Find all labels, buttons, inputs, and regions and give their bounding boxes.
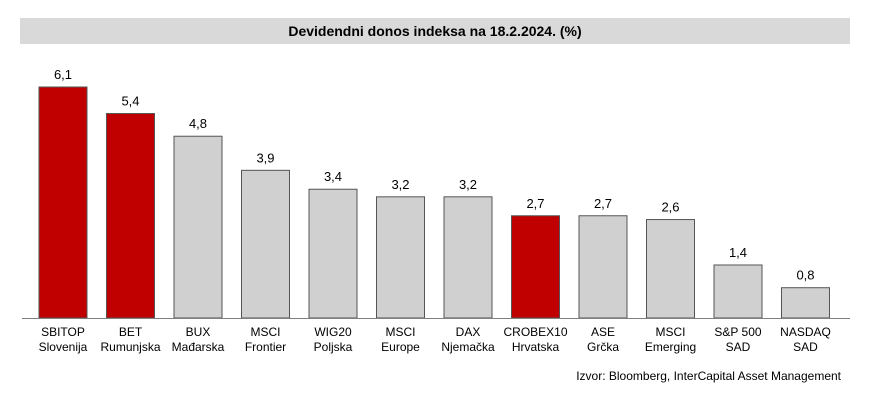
x-tick-label: Europe: [381, 340, 420, 354]
x-tick-label: Hrvatska: [512, 340, 560, 354]
x-tick-label: Mađarska: [172, 340, 225, 354]
chart-title-text: Devidendni donos indeksa na 18.2.2024. (…: [288, 23, 582, 39]
data-label: 2,7: [526, 196, 544, 211]
x-tick-label: BUX: [186, 325, 211, 339]
x-tick-label: SAD: [726, 340, 751, 354]
x-tick-label: Rumunjska: [100, 340, 160, 354]
data-label: 1,4: [729, 245, 747, 260]
bar: [38, 86, 88, 319]
x-tick-label: S&P 500: [714, 325, 761, 339]
x-tick-label: Poljska: [314, 340, 353, 354]
x-tick-label: ASE: [591, 325, 615, 339]
x-tick-label: NASDAQ: [780, 325, 831, 339]
bar: [646, 219, 695, 319]
data-label: 3,9: [256, 150, 274, 165]
x-tick-label: Emerging: [645, 340, 696, 354]
data-label: 0,8: [796, 268, 814, 283]
x-tick-label: MSCI: [656, 325, 686, 339]
bar: [781, 287, 830, 319]
data-label: 3,2: [391, 177, 409, 192]
bar: [241, 169, 290, 319]
data-label: 5,4: [121, 94, 139, 109]
chart-title: Devidendni donos indeksa na 18.2.2024. (…: [20, 18, 850, 44]
x-tick-label: SAD: [793, 340, 818, 354]
data-label: 6,1: [54, 67, 72, 82]
x-tick-label: SBITOP: [41, 325, 85, 339]
bar: [106, 113, 155, 319]
data-label: 4,8: [189, 116, 207, 131]
data-label: 3,2: [459, 177, 477, 192]
data-label: 2,7: [594, 196, 612, 211]
source-note: Izvor: Bloomberg, InterCapital Asset Man…: [576, 369, 841, 383]
bar: [376, 196, 425, 319]
x-tick-label: DAX: [456, 325, 481, 339]
x-tick-label: BET: [119, 325, 143, 339]
x-tick-label: WIG20: [314, 325, 352, 339]
x-tick-label: Grčka: [587, 340, 619, 354]
x-tick-label: MSCI: [386, 325, 416, 339]
bar: [443, 196, 493, 319]
x-tick-label: Slovenija: [39, 340, 88, 354]
x-tick-label: CROBEX10: [503, 325, 567, 339]
bar: [308, 188, 358, 319]
x-tick-label: Njemačka: [441, 340, 495, 354]
bar: [173, 135, 223, 319]
bar: [511, 215, 560, 319]
bar: [578, 215, 628, 319]
data-label: 3,4: [324, 169, 342, 184]
bar: [713, 264, 763, 319]
data-label: 2,6: [661, 200, 679, 215]
x-tick-label: Frontier: [245, 340, 286, 354]
x-tick-label: MSCI: [251, 325, 281, 339]
